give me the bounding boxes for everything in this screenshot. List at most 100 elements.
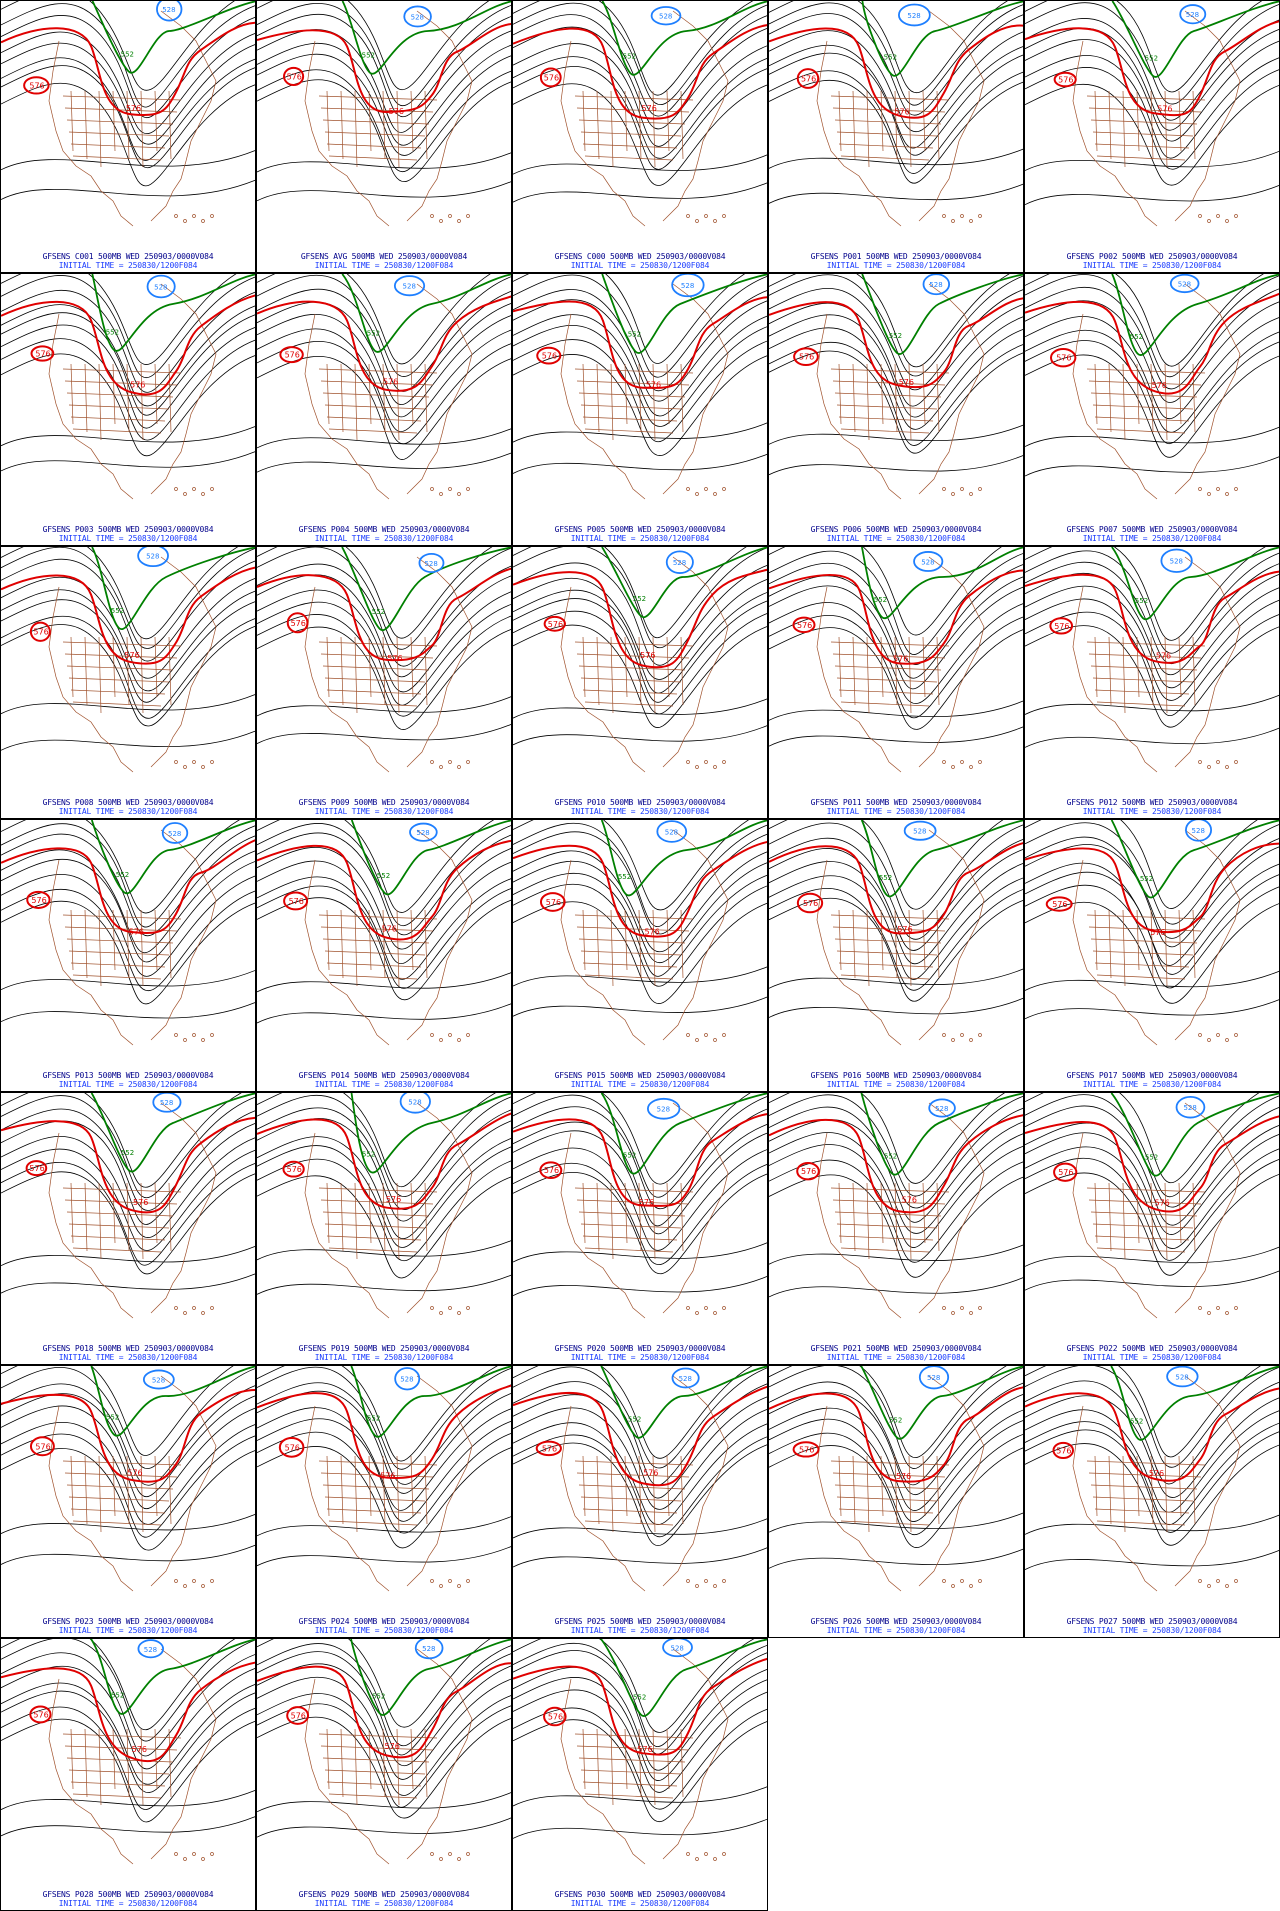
contour-label-552: 552 (1130, 1418, 1143, 1426)
height-contour (257, 1792, 511, 1813)
island (448, 760, 452, 764)
island (192, 1852, 196, 1856)
heights-map: 576 576 552 528 (257, 274, 511, 500)
map-boundaries (1072, 829, 1241, 1046)
state-boundary (680, 1728, 684, 1798)
state-boundary (582, 363, 586, 425)
island (978, 214, 982, 218)
state-boundary (852, 1455, 856, 1525)
height-contour (1, 1816, 255, 1837)
heights-map: 576 576 552 528 (1025, 1366, 1279, 1592)
panel-caption-init-time: INITIAL TIME = 250830/1200F084 (570, 1626, 710, 1635)
state-boundary (638, 636, 642, 706)
state-boundary (1150, 1182, 1154, 1252)
heights-map: 576 576 552 528 (1, 547, 255, 773)
contour-528-closed-low (671, 274, 705, 298)
contour-552 (1111, 547, 1279, 621)
contour-528-closed-low (922, 274, 951, 296)
height-contour (257, 1407, 511, 1511)
contour-label-576: 576 (1058, 76, 1073, 85)
height-contours (1, 1366, 255, 1565)
state-boundary (578, 392, 686, 398)
state-boundary (154, 90, 158, 152)
state-boundary (1096, 428, 1186, 434)
contour-576 (1, 566, 255, 665)
state-boundary (578, 119, 686, 125)
contour-552 (341, 1, 511, 75)
state-boundary (68, 677, 170, 683)
contour-576-line (1025, 570, 1279, 664)
state-boundary (652, 1728, 656, 1806)
state-boundary (1178, 909, 1182, 971)
height-contour (1025, 970, 1279, 991)
height-contour (1, 576, 255, 679)
contour-576-closed-high (793, 347, 819, 366)
height-contour (1025, 1409, 1279, 1513)
height-contours (1, 1639, 255, 1837)
height-contours (257, 1366, 511, 1567)
state-boundary (396, 1455, 400, 1533)
contour-552-line (600, 1366, 767, 1439)
state-boundary (1178, 363, 1182, 425)
state-boundary (574, 1460, 694, 1466)
island (695, 1584, 699, 1588)
state-boundary (64, 1199, 178, 1205)
ensemble-member-panel: 576 576 552 528 GFSENS P005 500MB WED 250903… (512, 273, 768, 546)
contour-label-552: 552 (111, 1692, 124, 1700)
height-contour (257, 563, 511, 667)
island (978, 1579, 982, 1583)
heights-map: 576 576 552 528 (1, 1, 255, 227)
height-contour (1, 1367, 255, 1469)
contour-576-closed-high (282, 1160, 305, 1178)
island (1216, 487, 1220, 491)
heights-map: 576 576 552 528 (257, 1093, 511, 1319)
island (1225, 765, 1229, 769)
height-contour (1, 1148, 255, 1251)
state-boundary (62, 1187, 182, 1193)
island (942, 1579, 946, 1583)
state-boundary (318, 1460, 438, 1466)
island (686, 760, 690, 764)
panel-caption-run: GFSENS P021 500MB WED 250903/0000V084 (810, 1344, 982, 1353)
contour-528 (1169, 274, 1200, 294)
state-boundary (1164, 1182, 1168, 1260)
contour-552 (861, 274, 1023, 355)
state-boundary (382, 363, 386, 433)
state-boundary (836, 131, 938, 137)
height-contour (1025, 1443, 1279, 1546)
state-boundary (624, 1182, 628, 1244)
ensemble-member-panel: 576 576 552 528 GFSENS P015 500MB WED 250903… (512, 819, 768, 1092)
panel-caption-init-time: INITIAL TIME = 250830/1200F084 (1082, 261, 1222, 270)
state-boundary (1092, 404, 1194, 410)
state-boundary (666, 363, 670, 425)
height-contour (513, 154, 767, 175)
contour-label-528: 528 (424, 560, 437, 568)
contour-528 (918, 1366, 950, 1390)
state-boundary (328, 155, 418, 161)
state-boundary (322, 119, 430, 125)
island (192, 760, 196, 764)
state-boundary (354, 1728, 358, 1806)
panel-caption-run: GFSENS P025 500MB WED 250903/0000V084 (554, 1617, 726, 1626)
height-contour (1025, 1366, 1262, 1458)
contour-552-line (860, 1093, 1023, 1176)
state-boundary (838, 1182, 842, 1244)
contour-528 (898, 3, 931, 27)
contour-label-552: 552 (1135, 597, 1148, 605)
island (457, 219, 461, 223)
contour-576-line (513, 841, 767, 938)
coastline (48, 556, 217, 773)
island (210, 214, 214, 218)
state-boundary (1092, 131, 1194, 137)
state-boundary (894, 636, 898, 706)
contour-576-closed-high (25, 1160, 48, 1177)
state-boundary (98, 636, 102, 714)
contour-label-552: 552 (1145, 1153, 1158, 1161)
height-contour (257, 428, 511, 449)
state-boundary (578, 938, 686, 944)
state-boundary (866, 90, 870, 168)
contour-576 (1, 1661, 255, 1763)
ensemble-member-panel: 576 576 552 528 GFSENS P006 500MB WED 250903… (768, 273, 1024, 546)
contour-label-528: 528 (1186, 11, 1199, 19)
contour-label-528: 528 (679, 1375, 692, 1383)
